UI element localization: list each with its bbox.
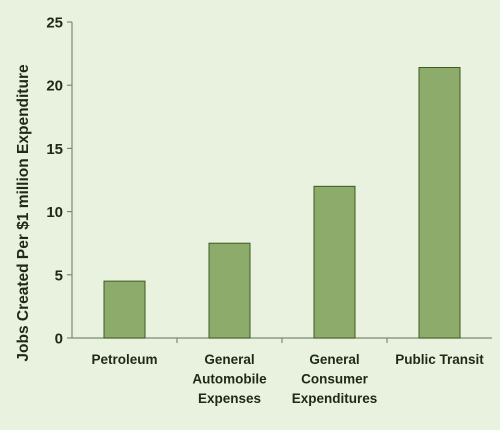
y-tick-label: 10	[46, 204, 63, 221]
bar	[418, 67, 461, 339]
y-tick-label: 5	[55, 267, 63, 284]
y-axis-title-group: Jobs Created Per $1 million Expenditure	[15, 64, 32, 362]
y-tick-label: 25	[46, 15, 63, 32]
bar	[313, 185, 356, 339]
x-tick-label: Petroleum	[91, 352, 157, 367]
x-tick-label: General Consumer Expenditures	[292, 352, 378, 406]
bar	[208, 242, 251, 339]
bar	[103, 280, 146, 339]
y-axis-title: Jobs Created Per $1 million Expenditure	[15, 64, 32, 362]
y-tick-label: 20	[46, 78, 63, 95]
y-axis-ticks: 0 5 10 15 20 25	[46, 15, 72, 348]
x-tick-label: General Automobile Expenses	[192, 352, 267, 406]
x-tick-label: Public Transit	[395, 352, 484, 367]
y-tick-label: 15	[46, 141, 63, 158]
x-axis-labels: Petroleum General Automobile Expenses Genera…	[91, 352, 484, 406]
y-tick-label: 0	[55, 331, 63, 348]
bars	[103, 67, 461, 339]
